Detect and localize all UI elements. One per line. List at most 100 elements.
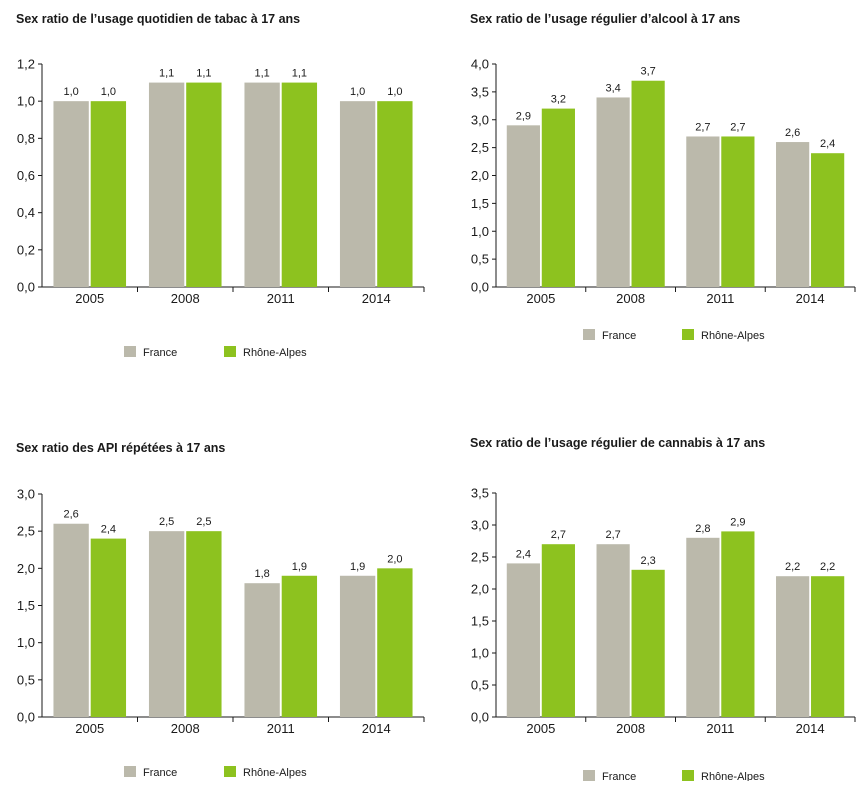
data-label: 3,4 [605,82,620,94]
x-tick-label: 2005 [526,291,555,306]
bar-france [53,101,89,288]
y-tick-label: 1,5 [471,196,489,211]
legend-label: France [602,771,636,781]
bar-rhone-alpes [721,531,755,717]
y-tick-label: 1,5 [471,614,489,629]
y-tick-label: 1,0 [471,646,489,661]
y-tick-label: 1,0 [17,635,35,650]
legend-label: France [143,767,177,779]
data-label: 2,4 [820,138,835,150]
bar-rhone-alpes [721,136,755,287]
y-tick-label: 2,0 [471,582,489,597]
y-tick-label: 0,5 [471,252,489,267]
bar-rhone-alpes [631,569,665,717]
data-label: 3,7 [640,66,655,78]
data-label: 1,0 [387,86,402,98]
y-tick-label: 2,0 [471,168,489,183]
y-tick-label: 2,5 [17,524,35,539]
legend-swatch-rhone-alpes [224,766,236,777]
data-label: 2,3 [640,555,655,567]
y-tick-label: 0,0 [17,710,35,725]
data-label: 2,7 [730,121,745,133]
x-tick-label: 2008 [616,291,645,306]
data-label: 2,2 [785,561,800,573]
bar-france [244,583,280,717]
y-tick-label: 1,0 [17,94,35,109]
y-tick-label: 3,0 [17,487,35,502]
y-tick-label: 0,8 [17,131,35,146]
bar-rhone-alpes [186,531,222,717]
data-label: 1,1 [159,68,174,80]
bar-france [776,142,810,287]
x-tick-label: 2008 [616,721,645,736]
data-label: 2,6 [785,127,800,139]
data-label: 1,1 [292,68,307,80]
bar-france [148,531,185,717]
bar-rhone-alpes [90,101,127,288]
legend-label: France [602,330,636,342]
y-tick-label: 1,2 [17,57,35,72]
bar-france [244,82,280,287]
bar-rhone-alpes [281,82,318,287]
y-tick-label: 0,4 [17,205,35,220]
y-tick-label: 0,0 [17,280,35,295]
legend-label: Rhône-Alpes [243,347,307,359]
chart-panel-api: Sex ratio des API répétées à 17 ans 0,0 0… [0,390,431,781]
x-tick-label: 2008 [171,721,200,736]
x-tick-label: 2011 [706,291,734,306]
bar-rhone-alpes [377,568,413,717]
bar-france [506,125,540,287]
data-label: 1,0 [63,86,78,98]
legend-swatch-france [124,346,136,357]
y-tick-label: 2,5 [471,550,489,565]
legend-swatch-rhone-alpes [224,346,236,357]
bar-france [339,101,376,288]
data-label: 3,2 [551,94,566,106]
x-tick-label: 2005 [75,721,104,736]
chart-title: Sex ratio de l’usage régulier de cannabi… [470,436,766,450]
x-tick-label: 2011 [267,721,295,736]
chart-title: Sex ratio de l’usage quotidien de tabac … [16,12,301,26]
legend-label: Rhône-Alpes [701,771,765,781]
y-tick-label: 0,2 [17,242,35,257]
data-label: 2,2 [820,561,835,573]
data-label: 2,5 [159,516,174,528]
bar-rhone-alpes [541,108,575,287]
data-label: 2,5 [196,516,211,528]
bar-rhone-alpes [281,575,318,717]
data-label: 2,7 [551,529,566,541]
x-tick-label: 2008 [171,291,200,306]
legend-label: Rhône-Alpes [701,330,765,342]
data-label: 1,8 [254,568,269,580]
data-label: 1,9 [350,561,365,573]
y-tick-label: 3,5 [471,486,489,501]
data-label: 1,1 [254,68,269,80]
bar-rhone-alpes [541,544,575,717]
x-tick-label: 2014 [796,291,825,306]
chart-panel-cannabis: Sex ratio de l’usage régulier de cannabi… [431,390,862,783]
bar-rhone-alpes [811,153,845,287]
bar-rhone-alpes [377,101,413,288]
y-tick-label: 2,0 [17,561,35,576]
y-tick-label: 0,5 [471,678,489,693]
y-tick-label: 0,6 [17,168,35,183]
data-label: 1,0 [350,86,365,98]
bar-rhone-alpes [186,82,222,287]
y-tick-label: 3,5 [471,84,489,99]
x-tick-label: 2005 [526,721,555,736]
x-tick-label: 2011 [267,291,295,306]
data-label: 1,9 [292,561,307,573]
x-tick-label: 2014 [362,721,391,736]
legend-swatch-rhone-alpes [682,329,694,340]
bar-france [339,575,376,717]
y-tick-label: 1,5 [17,598,35,613]
legend-label: Rhône-Alpes [243,767,307,779]
bar-france [506,563,540,717]
chart-tabac: 0,0 0,2 0,4 0,6 0,8 1,0 1,2 2005 1,0 1,0 2008 1,1 1,… [17,57,425,359]
bar-france [776,576,810,717]
data-label: 2,7 [695,121,710,133]
bar-rhone-alpes [631,80,665,287]
legend-swatch-france [583,770,595,781]
legend-swatch-rhone-alpes [682,770,694,781]
bar-france [686,537,720,717]
